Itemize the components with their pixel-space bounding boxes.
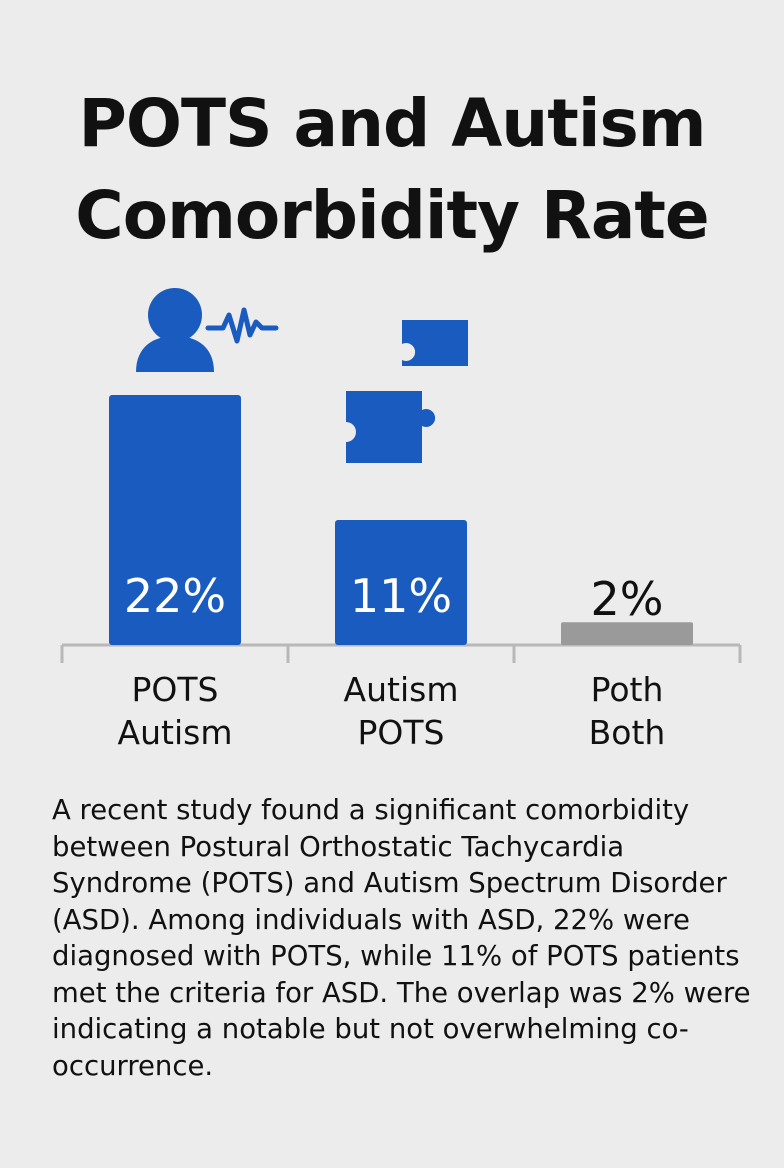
category-label-0-line-0: POTS <box>132 670 219 709</box>
bar-chart: 22% 11% 2% POTS Autism Autism POTS Poth Both <box>60 288 742 752</box>
category-label-2-line-0: Poth <box>591 670 664 709</box>
value-label-1: 11% <box>350 569 452 623</box>
bar-1 <box>335 520 467 645</box>
bar-2 <box>561 622 693 645</box>
puzzle-pieces-icon <box>346 320 468 463</box>
description-text: A recent study found a significant comor… <box>52 794 751 1082</box>
category-label-1-line-1: POTS <box>358 713 445 752</box>
chart-title: POTS and Autism Comorbidity Rate <box>0 78 784 262</box>
category-label-0-line-1: Autism <box>118 713 233 752</box>
category-label-2-line-1: Both <box>589 713 666 752</box>
title-line-1: POTS and Autism <box>78 85 706 162</box>
person-heartbeat-icon <box>136 288 279 372</box>
value-label-0: 22% <box>124 569 226 623</box>
title-line-2: Comorbidity Rate <box>75 177 709 254</box>
value-label-2: 2% <box>591 572 664 626</box>
category-label-1-line-0: Autism <box>344 670 459 709</box>
bar-0 <box>109 395 241 645</box>
